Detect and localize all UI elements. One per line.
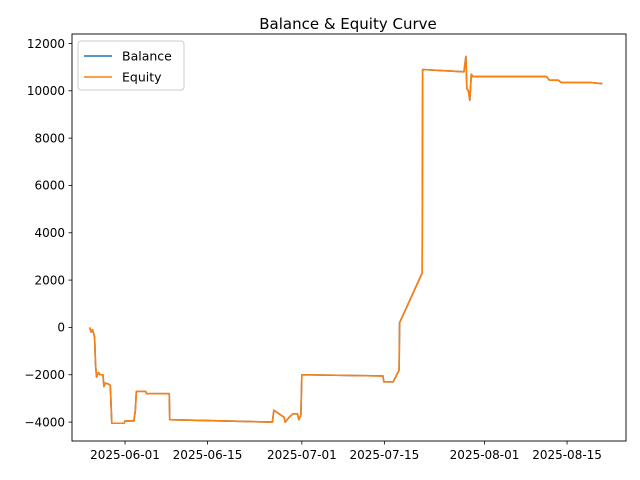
series-line-equity — [88, 55, 603, 425]
x-tick-label: 2025-08-15 — [532, 448, 602, 462]
y-tick-label: 8000 — [34, 131, 65, 145]
y-tick-label: 10000 — [27, 84, 65, 98]
x-tick-label: 2025-07-01 — [267, 448, 337, 462]
x-tick-label: 2025-08-01 — [450, 448, 520, 462]
series-layer — [88, 55, 603, 425]
legend-label-equity: Equity — [122, 70, 162, 85]
legend-label-balance: Balance — [122, 49, 172, 64]
y-tick-label: −4000 — [24, 415, 65, 429]
y-tick-label: 6000 — [34, 179, 65, 193]
chart-title: Balance & Equity Curve — [259, 15, 437, 33]
x-tick-label: 2025-07-15 — [349, 448, 419, 462]
x-tick-label: 2025-06-01 — [90, 448, 160, 462]
y-axis: −4000 −2000 0 2000 4000 6000 8000 10000 12000 — [24, 37, 72, 429]
x-axis: 2025-06-01 2025-06-15 2025-07-01 2025-07-15… — [90, 441, 602, 462]
y-tick-label: 12000 — [27, 37, 65, 51]
y-tick-label: 2000 — [34, 273, 65, 287]
y-tick-label: 4000 — [34, 226, 65, 240]
plot-frame — [71, 33, 627, 442]
legend: Balance Equity — [77, 40, 185, 91]
y-tick-label: 0 — [57, 321, 65, 335]
y-tick-label: −2000 — [24, 368, 65, 382]
x-tick-label: 2025-06-15 — [173, 448, 243, 462]
